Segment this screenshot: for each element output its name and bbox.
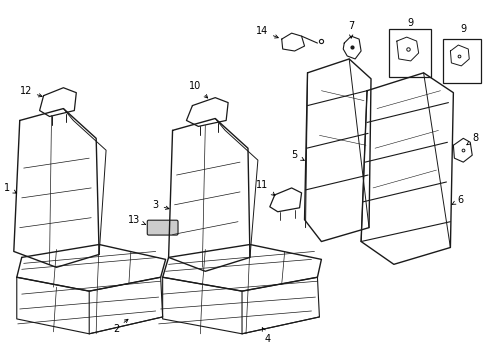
Text: 2: 2: [113, 319, 128, 334]
Text: 10: 10: [189, 81, 208, 98]
Text: 6: 6: [452, 195, 464, 205]
Text: 1: 1: [4, 183, 17, 193]
Text: 9: 9: [408, 18, 414, 28]
Text: 4: 4: [262, 328, 271, 344]
Text: 12: 12: [20, 86, 42, 97]
Bar: [389, 29, 431, 77]
Text: 5: 5: [292, 150, 304, 161]
Text: 3: 3: [152, 200, 169, 210]
Text: 9: 9: [460, 24, 466, 34]
Text: 14: 14: [256, 26, 278, 38]
Text: 8: 8: [467, 133, 478, 145]
Text: 7: 7: [348, 21, 354, 38]
FancyBboxPatch shape: [147, 220, 178, 235]
Bar: [443, 39, 481, 83]
Text: 13: 13: [128, 215, 146, 225]
Text: 11: 11: [256, 180, 275, 195]
